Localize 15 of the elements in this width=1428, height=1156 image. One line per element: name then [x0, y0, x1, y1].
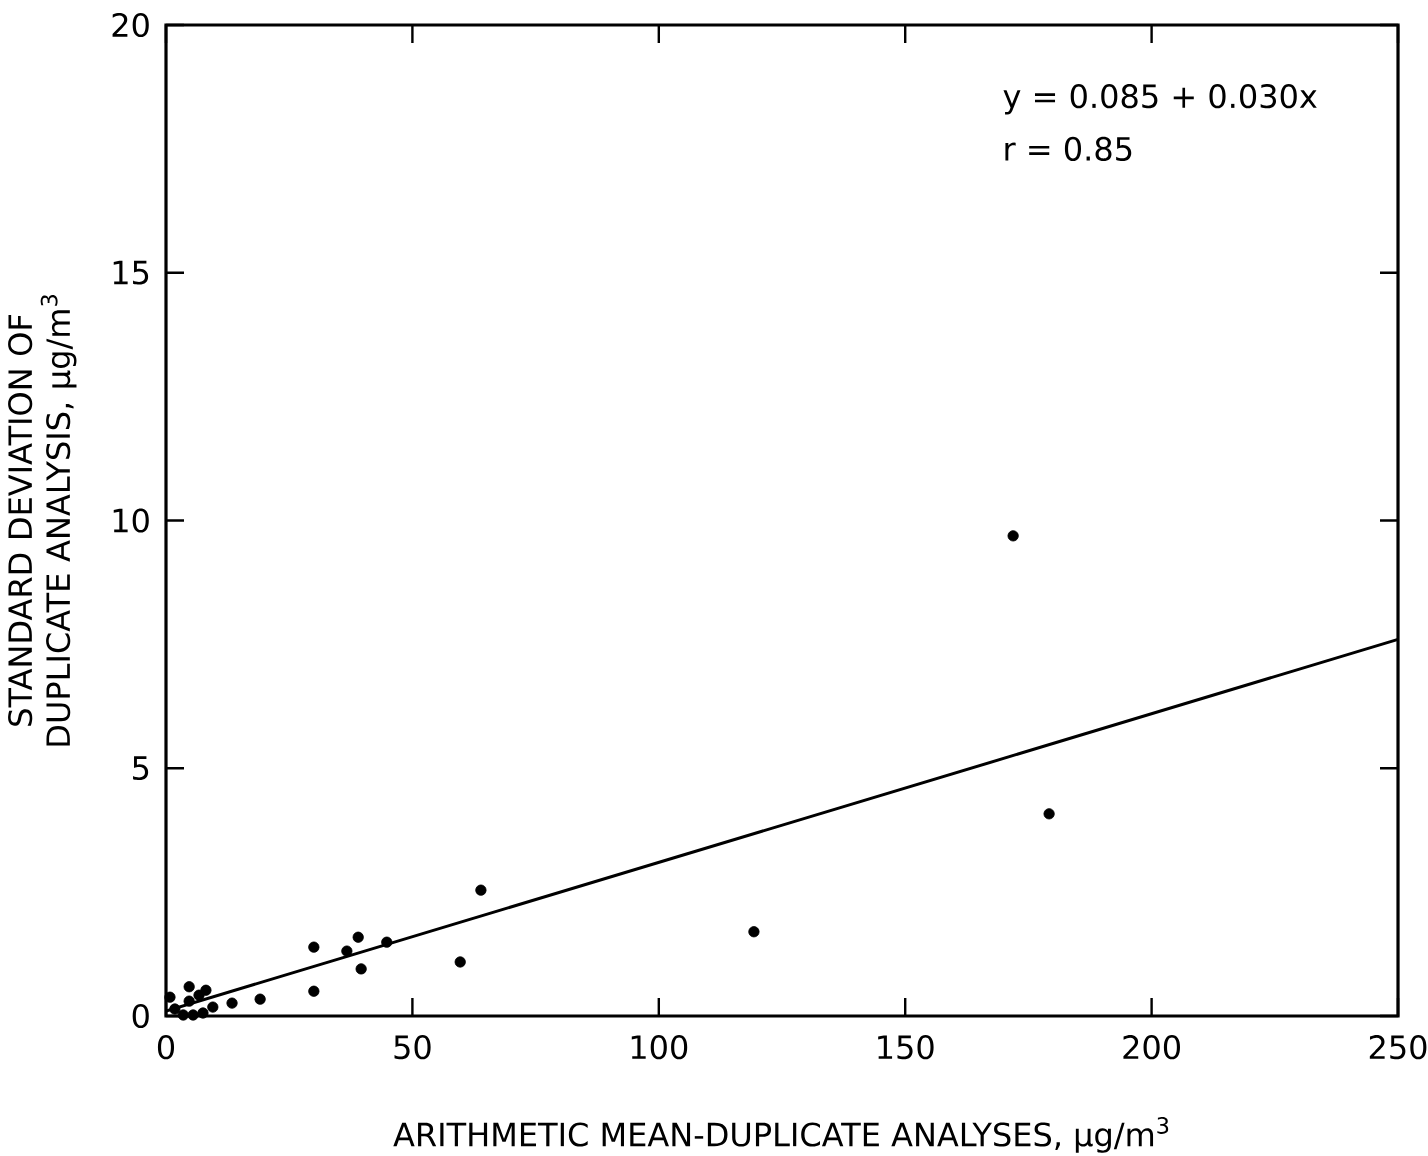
y-tick-label: 0 [132, 1003, 149, 1029]
y-axis-title: STANDARD DEVIATION OF DUPLICATE ANALYSIS, μg/m$^{3}$ [8, 295, 77, 746]
x-tick-label: 200 [1123, 1035, 1180, 1060]
x-tick-label: 150 [878, 1035, 934, 1060]
y-tick-label: 10 [113, 508, 149, 533]
x-tick-label: 50 [394, 1035, 431, 1060]
x-axis-title: ARITHMETIC MEAN-DUPLICATE ANALYSES, μg/m$^{3}$ [393, 1117, 1169, 1153]
y-tick-label: 15 [113, 260, 149, 285]
annotation: r = 0.85 [1005, 136, 1132, 161]
y-tick-label: 20 [112, 12, 149, 38]
x-tick-label: 250 [1369, 1035, 1427, 1060]
x-tick-label: 100 [631, 1035, 688, 1060]
x-tick-label: 0 [157, 1035, 175, 1060]
annotation: y = 0.085 + 0.030x [1003, 84, 1317, 115]
y-tick-label: 5 [133, 756, 149, 781]
